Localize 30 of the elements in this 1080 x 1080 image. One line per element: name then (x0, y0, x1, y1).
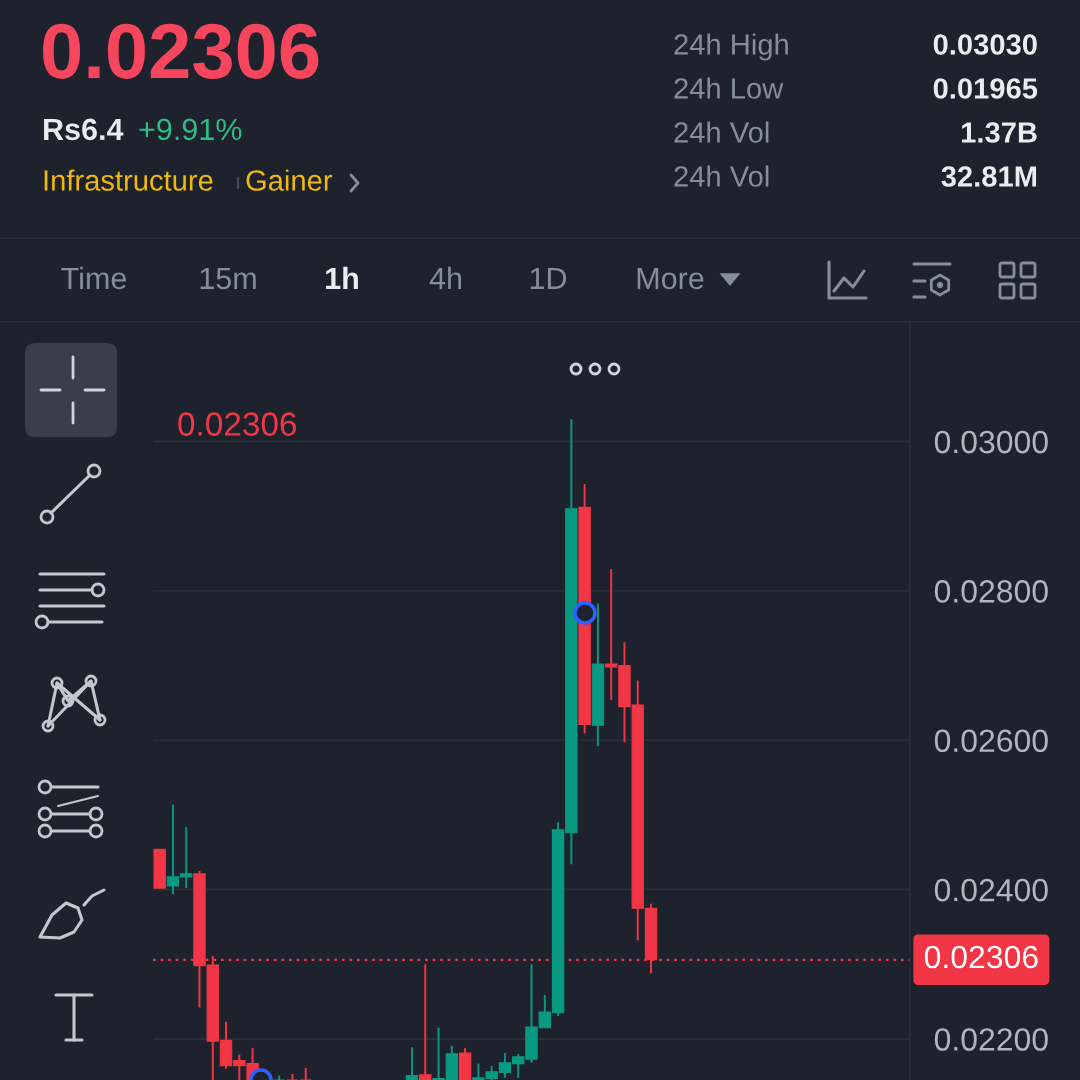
text: 0.02306 (43, 23, 319, 79)
candlestick (286, 1073, 299, 1080)
text: 0.02306 (178, 412, 297, 436)
chart-subtitle: Rs6.4 (44, 118, 124, 141)
candlestick (419, 963, 432, 1080)
text: 1.37B (962, 122, 1037, 143)
candlestick (405, 1046, 419, 1080)
text: Time (61, 266, 127, 290)
text: 24h High (674, 33, 788, 61)
text: 0.03030 (933, 34, 1037, 55)
y-tick-label: 0.03000 (934, 430, 1048, 454)
y-tick-label: 0.02800 (934, 580, 1048, 603)
ref-line-label: 0.02306 (924, 945, 1038, 969)
text: 24h Vol (674, 165, 769, 187)
text: More (637, 267, 704, 290)
y-tick-label: 0.02400 (934, 878, 1048, 902)
y-tick-label: 0.02600 (934, 729, 1048, 753)
text: 4h (429, 266, 462, 289)
candlestick (299, 1067, 312, 1080)
text: 32.81M (941, 166, 1037, 187)
text: 0.01965 (933, 78, 1038, 99)
text: 1h (326, 266, 358, 289)
text: 24h Low (674, 77, 784, 99)
y-tick-label: 0.02200 (934, 1028, 1048, 1051)
text: Infrastructure (44, 169, 213, 191)
text: 15m (200, 267, 256, 290)
text: Gainer (246, 169, 333, 191)
text: 1D (530, 267, 567, 289)
text: +9.91% (139, 118, 242, 141)
text: 24h Vol (674, 121, 769, 143)
